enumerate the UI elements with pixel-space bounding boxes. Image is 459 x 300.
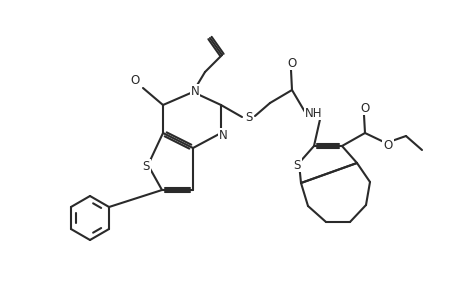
Text: N: N — [190, 85, 199, 98]
Text: O: O — [359, 101, 369, 115]
Text: NH: NH — [305, 106, 322, 119]
Text: O: O — [382, 139, 392, 152]
Text: S: S — [142, 160, 149, 172]
Text: O: O — [130, 74, 140, 86]
Text: N: N — [218, 128, 227, 142]
Text: S: S — [293, 158, 300, 172]
Text: S: S — [245, 110, 252, 124]
Text: O: O — [287, 56, 296, 70]
